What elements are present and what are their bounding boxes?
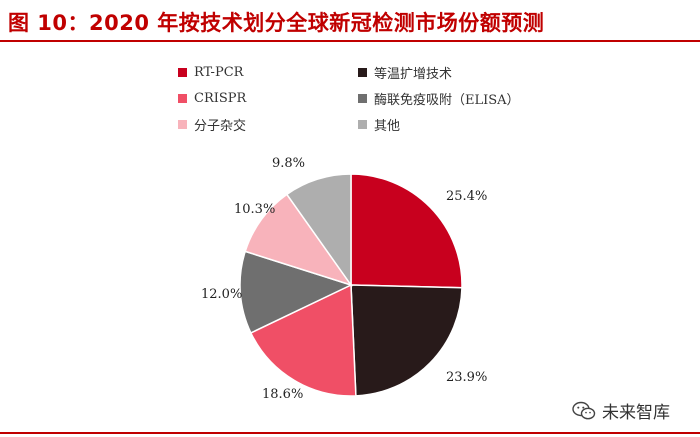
legend-swatch — [178, 119, 187, 129]
legend-label: 等温扩增技术 — [374, 66, 453, 82]
legend-label: RT-PCR — [194, 64, 244, 80]
chart-legend: RT-PCR 等温扩增技术 CRISPR 酶联免疫吸附（ELISA） 分子杂交 … — [178, 62, 558, 134]
slice-data-label: 9.8% — [272, 156, 305, 171]
legend-label: 分子杂交 — [194, 118, 247, 134]
watermark: 未来智库 — [572, 398, 670, 423]
slice-data-label: 23.9% — [446, 370, 487, 385]
legend-label: 其他 — [374, 118, 401, 134]
pie-slice — [350, 173, 463, 289]
slice-data-label: 10.3% — [234, 202, 275, 217]
pie-slice — [244, 193, 353, 287]
wechat-icon — [572, 401, 596, 419]
legend-swatch — [358, 119, 367, 129]
legend-swatch — [358, 93, 367, 103]
legend-swatch — [178, 93, 187, 103]
pie-slice — [350, 284, 463, 397]
legend-swatch — [358, 67, 367, 77]
bottom-divider — [0, 432, 700, 434]
legend-item-other: 其他 — [358, 114, 558, 134]
slice-data-label: 18.6% — [262, 387, 303, 402]
legend-item-hybridization: 分子杂交 — [178, 114, 358, 134]
chart-title: 图 10：2020 年按技术划分全球新冠检测市场份额预测 — [8, 11, 545, 35]
pie-slice — [249, 283, 357, 397]
pie-slice — [239, 250, 354, 334]
title-divider — [0, 40, 700, 42]
legend-label: 酶联免疫吸附（ELISA） — [374, 92, 520, 108]
watermark-text: 未来智库 — [602, 403, 670, 423]
legend-item-isothermal: 等温扩增技术 — [358, 62, 558, 82]
pie-slice — [285, 173, 352, 288]
slice-data-label: 12.0% — [201, 287, 242, 302]
legend-item-rt-pcr: RT-PCR — [178, 62, 358, 82]
legend-item-elisa: 酶联免疫吸附（ELISA） — [358, 88, 558, 108]
legend-swatch — [178, 67, 187, 77]
legend-item-crispr: CRISPR — [178, 88, 358, 108]
legend-label: CRISPR — [194, 90, 247, 106]
slice-data-label: 25.4% — [446, 189, 487, 204]
